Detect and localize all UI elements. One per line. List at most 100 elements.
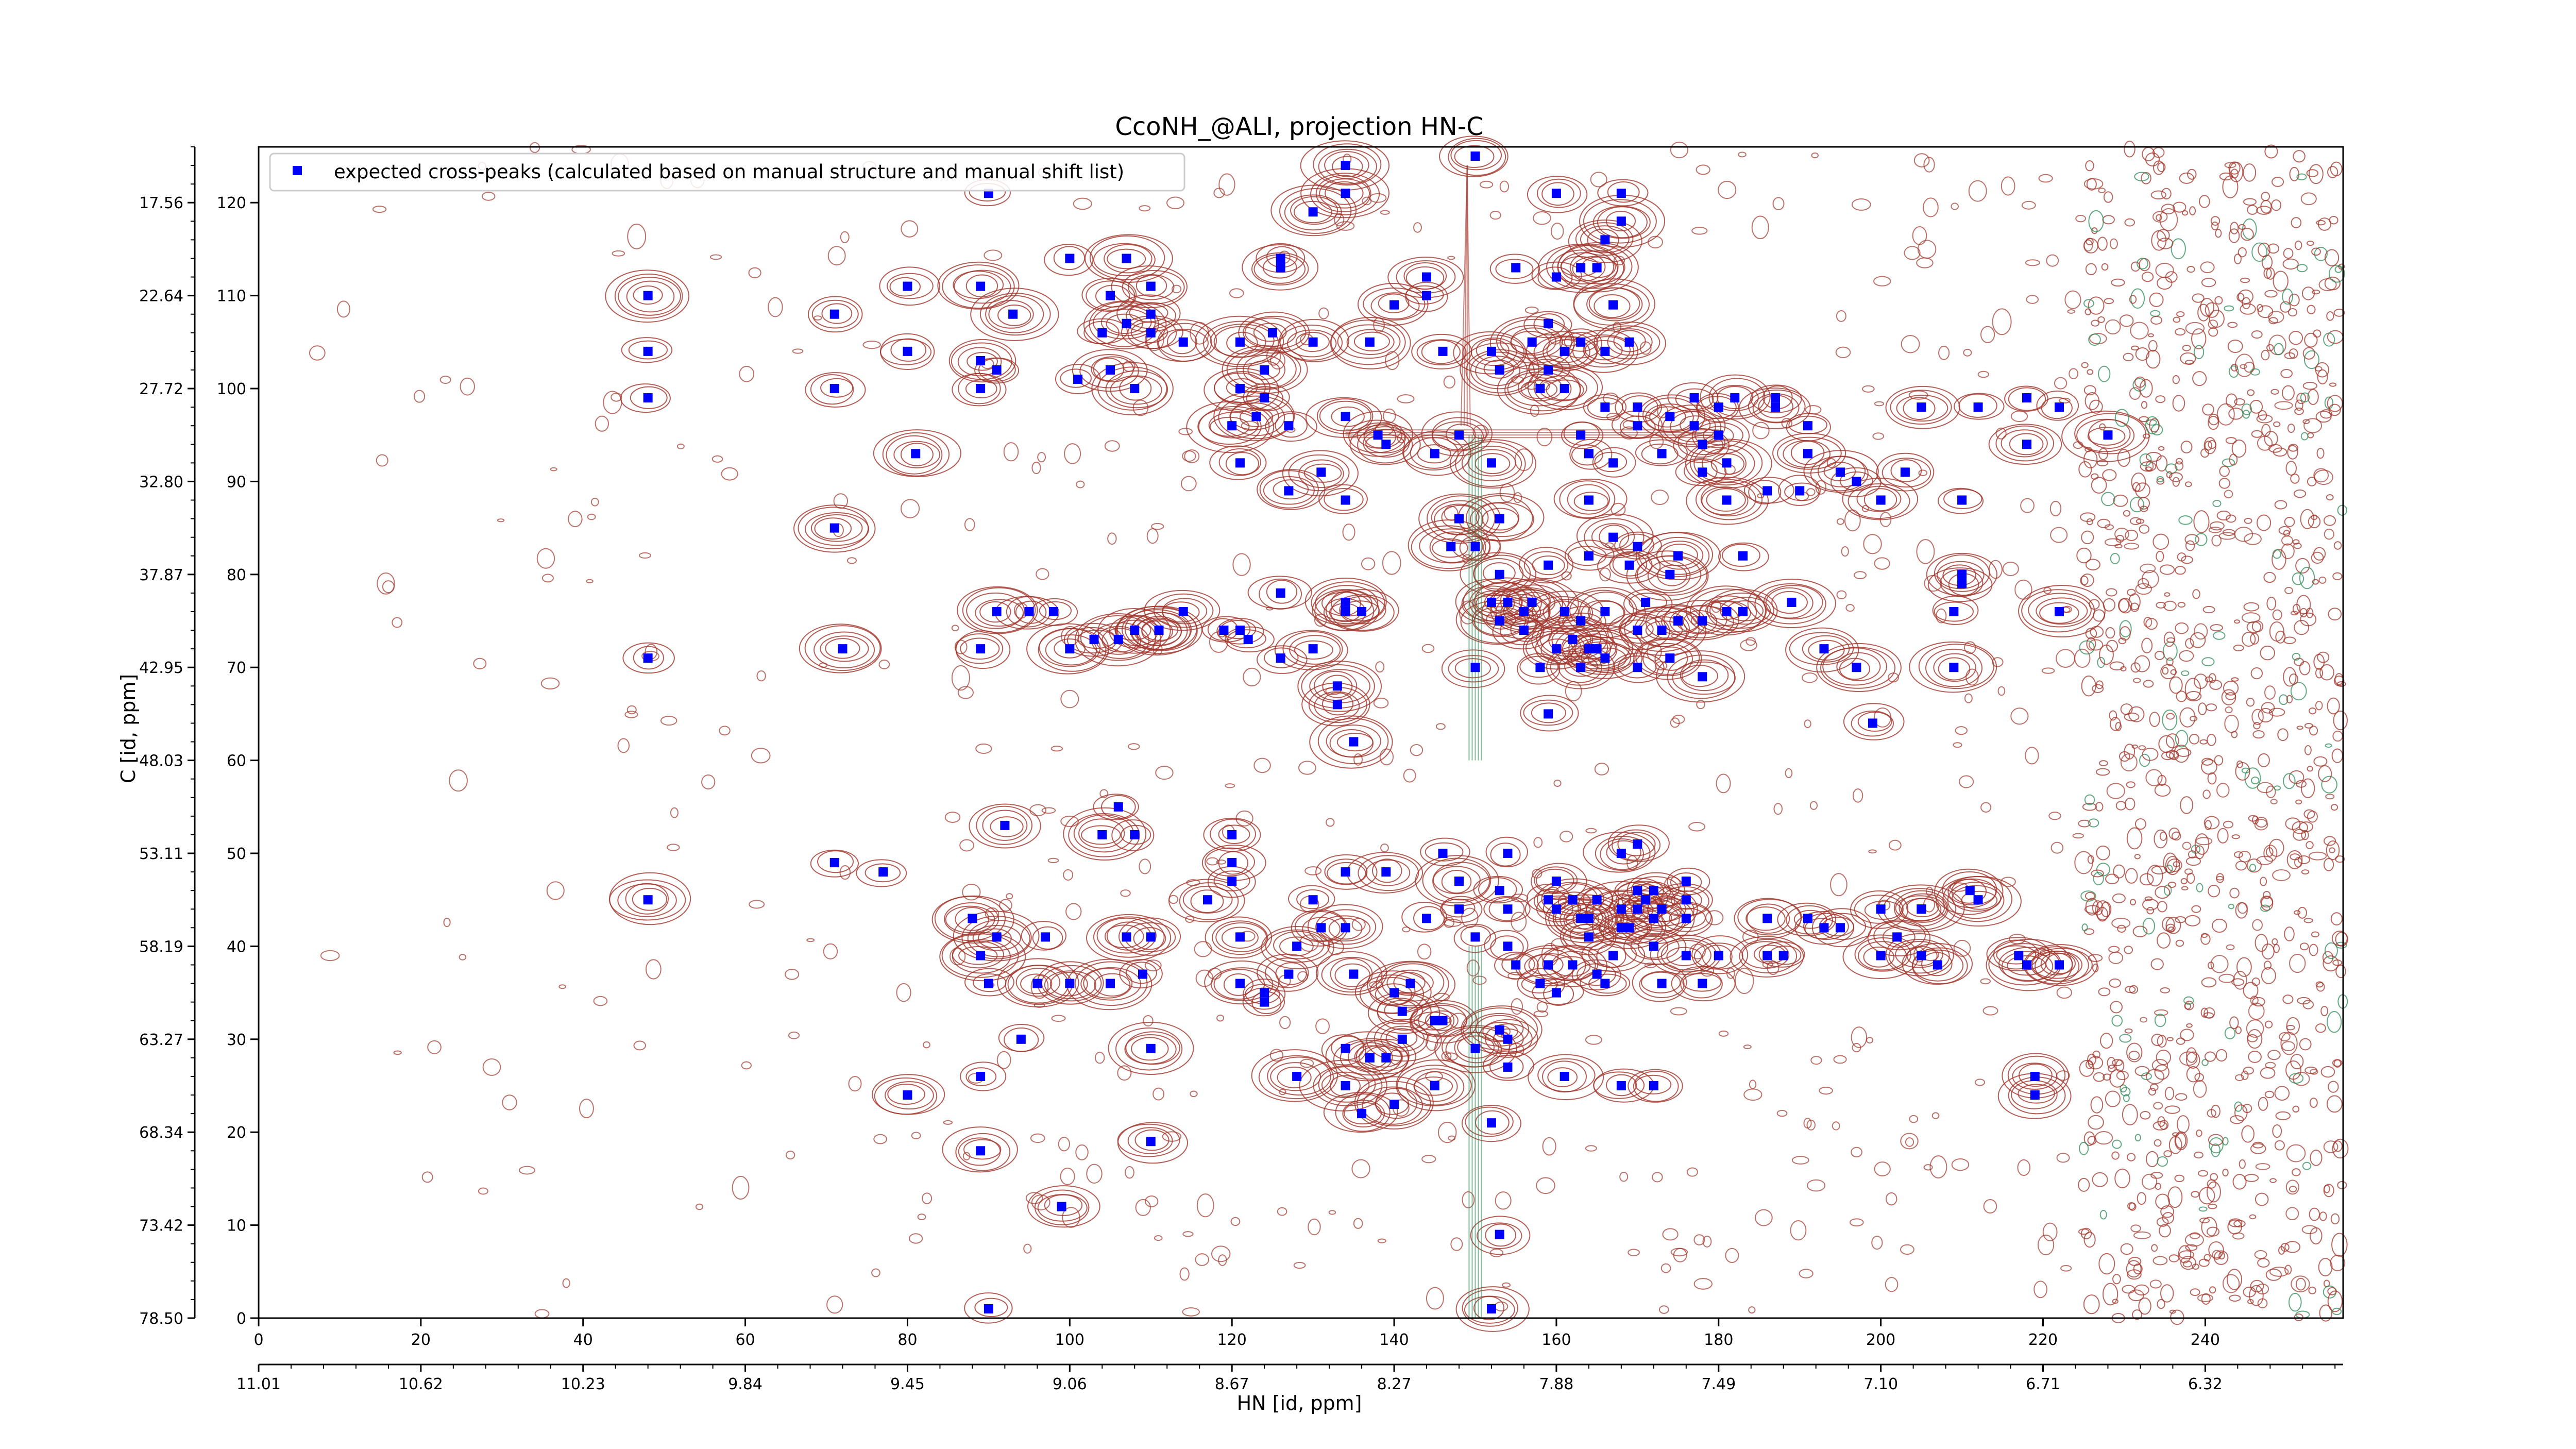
edge-noise-contour	[2104, 298, 2114, 305]
edge-noise-contour	[2088, 210, 2104, 232]
peak-contour	[1533, 313, 1565, 335]
peak-contour	[1146, 319, 1217, 362]
edge-noise-contour	[2113, 494, 2128, 507]
peak-contour	[1497, 364, 1581, 415]
noise-contour	[1613, 322, 1622, 333]
y2-tick-label: 68.34	[139, 1124, 183, 1142]
edge-noise-contour	[2165, 733, 2179, 749]
edge-noise-contour	[2204, 1254, 2211, 1262]
peak-contour	[1419, 528, 1484, 564]
edge-noise-contour	[2172, 477, 2180, 487]
edge-noise-contour	[2292, 572, 2304, 585]
peak-contour	[1507, 372, 1572, 407]
edge-noise-contour	[2118, 598, 2132, 614]
peak-contour	[1243, 979, 1286, 1010]
edge-noise-contour	[2296, 726, 2303, 730]
noise-contour	[1235, 810, 1253, 827]
peak-contour	[1686, 477, 1769, 525]
noise-contour	[2056, 649, 2075, 668]
edge-noise-contour	[2287, 308, 2298, 317]
peak-contour	[1197, 408, 1262, 445]
edge-noise-contour	[2311, 551, 2324, 564]
cross-peak-marker	[1616, 216, 1626, 226]
cross-peak-marker	[1365, 1053, 1375, 1063]
cross-peak-marker	[1503, 849, 1513, 858]
noise-contour	[1805, 405, 1822, 415]
peak-contour	[1484, 1023, 1533, 1054]
edge-noise-contour	[2099, 423, 2106, 431]
noise-contour	[1511, 894, 1529, 902]
peak-contour	[1619, 606, 1707, 656]
peak-contour	[1996, 945, 2037, 965]
peak-contour	[1096, 917, 1157, 954]
edge-noise-contour	[2299, 608, 2308, 618]
peak-contour	[1247, 360, 1280, 380]
edge-noise-contour	[2132, 378, 2146, 392]
noise-contour	[2314, 469, 2333, 485]
noise-contour	[2291, 1275, 2310, 1293]
edge-noise-contour	[2134, 655, 2150, 672]
noise-contour	[1383, 408, 1396, 424]
edge-noise-contour	[2239, 1159, 2246, 1169]
edge-noise-contour	[2181, 210, 2189, 216]
cross-peak-marker	[903, 1090, 912, 1100]
peak-contour	[1901, 898, 1942, 922]
peak-contour	[1462, 1289, 1518, 1327]
peak-contour	[963, 1139, 1002, 1160]
noise-contour	[1542, 1137, 1556, 1156]
noise-contour	[1438, 1121, 1457, 1143]
y2-tick-label: 27.72	[139, 380, 183, 398]
cross-peak-marker	[1495, 1025, 1504, 1035]
edge-noise-contour	[2103, 598, 2116, 612]
peak-contour	[1259, 470, 1319, 509]
edge-noise-contour	[2082, 802, 2097, 811]
edge-noise-contour	[2227, 339, 2243, 353]
edge-noise-contour	[2329, 847, 2335, 853]
cross-peak-marker	[1551, 988, 1561, 998]
edge-noise-contour	[2247, 205, 2258, 215]
peak-contour	[972, 925, 1022, 951]
edge-noise-contour	[2131, 744, 2138, 749]
peak-contour	[1777, 436, 1842, 470]
edge-noise-contour	[2274, 1086, 2290, 1101]
noise-contour	[1964, 641, 1976, 654]
cross-peak-marker	[1292, 1071, 1302, 1081]
cross-peak-marker	[1284, 421, 1294, 431]
noise-contour	[1216, 860, 1227, 865]
edge-noise-contour	[2274, 343, 2284, 356]
noise-contour	[626, 705, 637, 715]
edge-noise-contour	[2333, 309, 2345, 317]
noise-contour	[1908, 390, 1928, 400]
peak-contour	[1947, 878, 1996, 905]
peak-contour	[2009, 433, 2044, 456]
peak-contour	[1937, 561, 1985, 589]
edge-noise-contour	[2200, 298, 2214, 317]
edge-noise-contour	[2088, 296, 2105, 315]
edge-noise-contour	[2195, 845, 2205, 860]
noise-contour	[1479, 180, 1494, 189]
cross-peak-marker	[1446, 542, 1456, 551]
edge-noise-contour	[2241, 403, 2252, 415]
cross-peak-marker	[992, 932, 1002, 942]
edge-noise-contour	[2078, 1177, 2090, 1192]
peak-contour	[1551, 628, 1591, 653]
peak-contour	[1649, 406, 1686, 428]
noise-contour	[1229, 288, 1244, 298]
noise-contour	[2124, 543, 2140, 550]
peak-contour	[1322, 675, 1353, 698]
peak-contour	[885, 1081, 934, 1110]
peak-contour	[1044, 244, 1094, 276]
noise-contour	[1180, 476, 1197, 492]
x-tick-label: 200	[1866, 1331, 1895, 1349]
peak-contour	[1366, 1019, 1442, 1062]
peak-contour	[1738, 387, 1811, 429]
cross-peak-marker	[1454, 877, 1464, 886]
edge-noise-contour	[2327, 1010, 2342, 1033]
peak-contour	[856, 859, 907, 887]
cross-peak-marker	[1227, 421, 1237, 431]
edge-noise-contour	[2167, 881, 2177, 888]
x2-tick-label: 7.49	[1701, 1375, 1736, 1393]
edge-noise-contour	[2249, 1285, 2264, 1306]
noise-contour	[2279, 1032, 2291, 1041]
peak-contour	[1321, 956, 1383, 993]
